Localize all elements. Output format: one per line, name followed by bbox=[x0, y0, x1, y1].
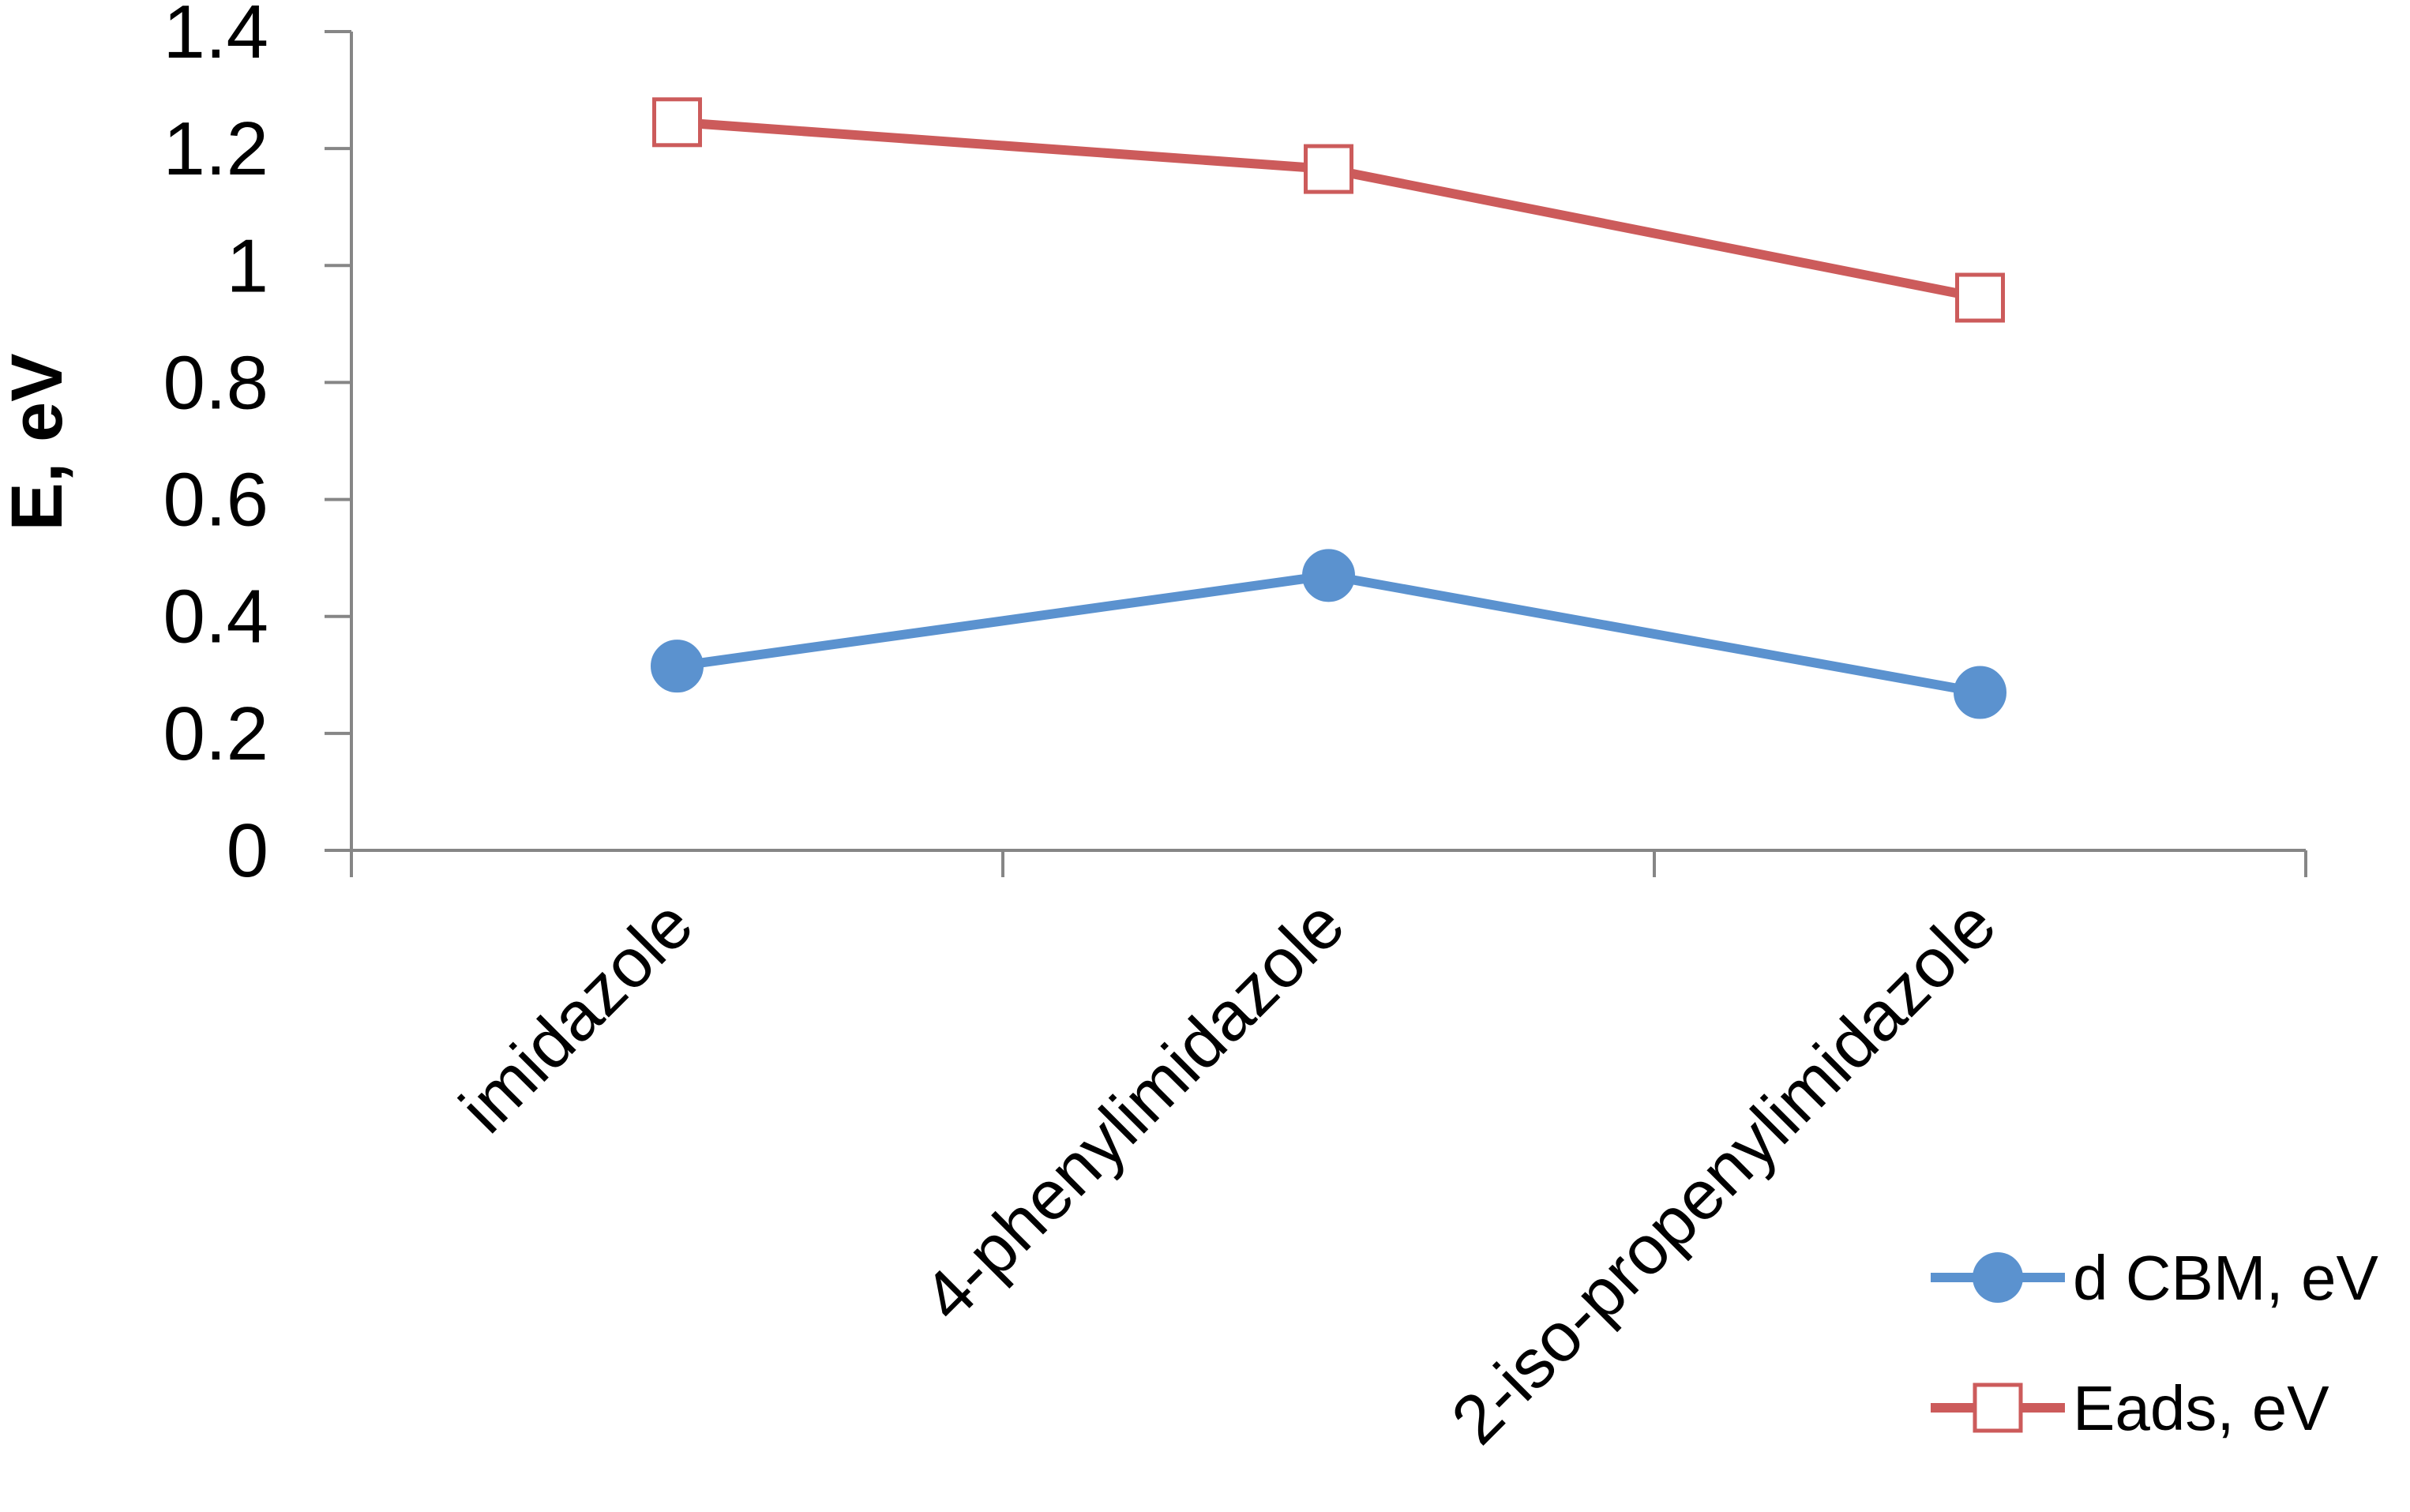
data-point bbox=[1304, 144, 1353, 194]
category-labels: imidazole 4-phenylimidazole 2-iso-propenyl… bbox=[445, 884, 2010, 1458]
y-tick-label: 0.2 bbox=[163, 692, 268, 776]
y-tick-label: 0 bbox=[227, 809, 268, 893]
y-axis-title: E, eV bbox=[0, 353, 77, 531]
legend-label: Eads, eV bbox=[2073, 1373, 2329, 1443]
y-tick-label: 0.6 bbox=[163, 458, 268, 542]
data-point bbox=[652, 97, 702, 148]
y-tick-label: 0.8 bbox=[163, 340, 268, 425]
axes bbox=[325, 30, 2307, 877]
tick-labels: 0 0.2 0.4 0.6 0.8 1 1.2 1.4 bbox=[163, 0, 268, 893]
data-point bbox=[1302, 549, 1355, 602]
x-category-label: 2-iso-propenylimidazole bbox=[1436, 884, 2010, 1458]
legend-swatch-marker bbox=[1973, 1252, 2023, 1303]
legend-swatch-marker bbox=[1973, 1383, 2023, 1433]
y-tick-label: 1.2 bbox=[163, 107, 268, 191]
y-tick-label: 1 bbox=[227, 223, 268, 308]
data-point bbox=[1955, 272, 2005, 323]
legend-label: d CBM, eV bbox=[2073, 1243, 2378, 1313]
y-tick-label: 0.4 bbox=[163, 575, 268, 659]
x-category-label: 4-phenylimidazole bbox=[907, 884, 1359, 1336]
data-point bbox=[1954, 666, 2006, 719]
data-point bbox=[651, 640, 704, 693]
x-category-label: imidazole bbox=[445, 884, 708, 1147]
y-tick-label: 1.4 bbox=[163, 0, 268, 74]
series bbox=[651, 97, 2006, 719]
legend: d CBM, eV Eads, eV bbox=[1931, 1243, 2378, 1443]
